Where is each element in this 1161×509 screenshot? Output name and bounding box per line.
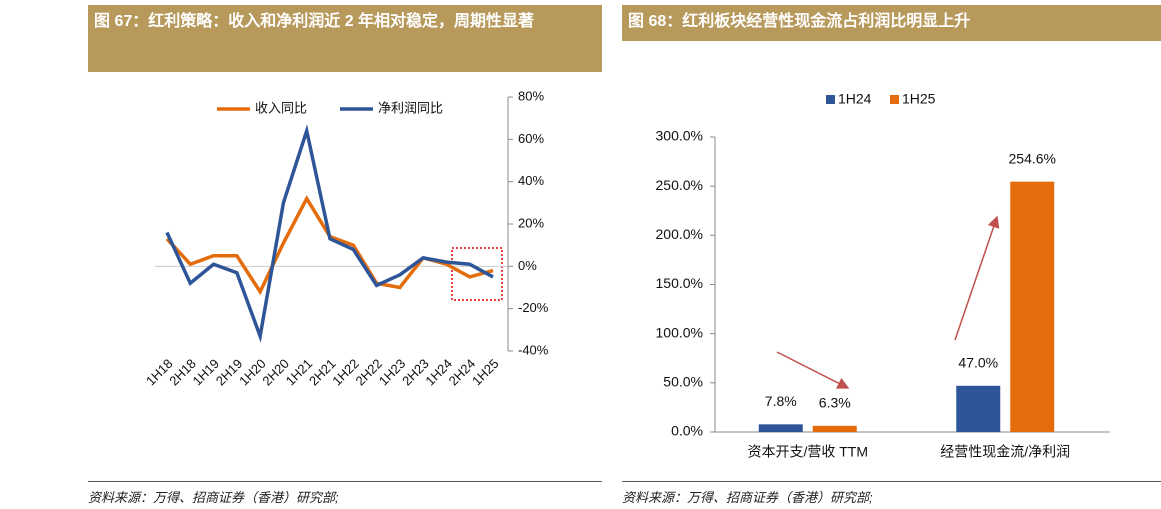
source-note: 资料来源：万得、招商证券（香港）研究部; — [622, 481, 1161, 506]
y-tick-label: 150.0% — [656, 275, 703, 291]
legend-swatch — [826, 95, 835, 104]
legend-label: 1H24 — [838, 91, 872, 107]
y-tick-label: 0.0% — [671, 423, 703, 439]
legend-label: 收入同比 — [255, 100, 307, 115]
data-label: 6.3% — [819, 395, 851, 411]
y-tick-label: 300.0% — [656, 128, 703, 144]
y-tick-label: 100.0% — [656, 324, 703, 340]
bar — [812, 425, 857, 432]
y-tick-label: 80% — [518, 88, 544, 103]
bar — [956, 385, 1001, 432]
y-tick-label: 60% — [518, 131, 544, 146]
y-tick-label: -20% — [518, 300, 549, 315]
data-line — [165, 124, 494, 343]
highlight-box — [451, 247, 503, 301]
y-tick-label: 250.0% — [656, 177, 703, 193]
data-label: 7.8% — [765, 393, 797, 409]
y-tick-label: 50.0% — [663, 374, 703, 390]
y-tick-label: 20% — [518, 215, 544, 230]
x-tick-label: 1H25 — [469, 356, 502, 389]
y-tick-label: -40% — [518, 342, 549, 357]
data-label: 254.6% — [1009, 150, 1056, 166]
figure-title: 图 67：红利策略：收入和净利润近 2 年相对稳定，周期性显著 — [88, 5, 602, 72]
x-tick-label: 经营性现金流/净利润 — [940, 444, 1070, 460]
figure-title: 图 68：红利板块经营性现金流占利润比明显上升 — [622, 5, 1161, 41]
x-tick-label: 资本开支/营收 TTM — [747, 444, 868, 460]
y-tick-label: 0% — [518, 258, 537, 273]
legend-swatch — [890, 95, 899, 104]
legend-label: 1H25 — [902, 91, 936, 107]
source-note: 资料来源：万得、招商证券（香港）研究部; — [88, 481, 602, 506]
bar — [758, 424, 803, 432]
y-tick-label: 200.0% — [656, 226, 703, 242]
trend-arrow — [776, 351, 850, 389]
bar — [1010, 181, 1055, 432]
y-tick-label: 40% — [518, 173, 544, 188]
legend-label: 净利润同比 — [378, 100, 443, 115]
data-line — [165, 195, 494, 296]
trend-arrow — [954, 215, 1000, 341]
data-label: 47.0% — [958, 354, 998, 370]
